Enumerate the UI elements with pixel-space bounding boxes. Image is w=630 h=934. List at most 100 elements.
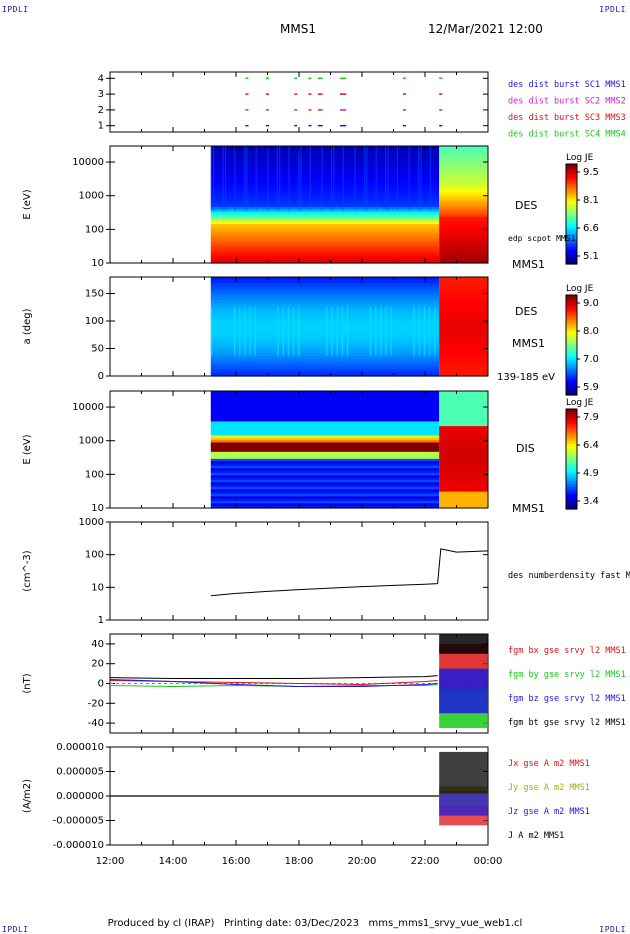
dis-energy-y-tick-1000: 1000 (79, 436, 104, 447)
dis-energy-cell (210, 426, 440, 430)
dis-energy-cell (210, 479, 440, 483)
fgm-ylabel: (nT) (22, 673, 33, 693)
des-pitch-colorbar-cell (566, 347, 577, 351)
dis-energy-cell (210, 412, 440, 415)
des-pitch-spectrogram (210, 277, 488, 377)
des-pitch-colorbar-label: 5.9 (583, 382, 599, 393)
fgm-y-tick-0: 0 (98, 679, 104, 690)
dis-energy-cell (210, 419, 440, 423)
current-legend-entry: Jz gse A m2 MMS1 (508, 807, 590, 817)
dis-energy-cell (439, 442, 488, 446)
dis-energy-cell (439, 479, 488, 483)
des-energy-streak (213, 146, 215, 211)
des-energy-colorbar-cell (566, 209, 577, 213)
des-energy-colorbar-cell (566, 164, 577, 168)
dis-energy-colorbar-cell (566, 441, 577, 445)
dis-energy-colorbar-cell (566, 494, 577, 498)
des-energy-streak (288, 146, 290, 211)
des-energy-cell (210, 258, 440, 262)
des-pitch-cell (439, 362, 488, 367)
des-energy-cell (210, 146, 440, 150)
current-legend-entry: Jy gse A m2 MMS1 (508, 783, 590, 793)
des-pitch-cell (210, 283, 440, 288)
des-energy-cell (439, 172, 488, 176)
dis-energy-cell (439, 400, 488, 404)
dis-energy-cell (210, 505, 440, 509)
burst-y-tick-4: 4 (98, 73, 104, 84)
des-energy-streak (276, 146, 278, 211)
dis-energy-cell (210, 503, 440, 507)
des-energy-cell (210, 211, 440, 215)
dis-energy-cell (439, 470, 488, 474)
des-energy-cell (439, 192, 488, 196)
des-pitch-colorbar-cell (566, 382, 577, 386)
density-legend: des numberdensity fast M (508, 571, 630, 581)
dis-energy-cell (210, 405, 440, 408)
des-pitch-streak (434, 306, 436, 357)
dis-energy-colorbar-cell (566, 474, 577, 478)
des-energy-cell (439, 231, 488, 235)
x-tick-label-22:00: 22:00 (411, 856, 440, 867)
dis-energy-cell (210, 500, 440, 504)
des-energy-cell (439, 224, 488, 228)
dis-energy-cell (210, 444, 440, 448)
des-pitch-cell (210, 359, 440, 364)
fgm-series-line (109, 679, 438, 687)
dis-energy-cell (439, 461, 488, 465)
des-energy-colorbar-cell (566, 166, 577, 170)
des-pitch-colorbar-cell (566, 330, 577, 334)
des-pitch-cell (210, 290, 440, 295)
dis-energy-cell (439, 458, 488, 462)
des-pitch-cell (439, 313, 488, 318)
des-pitch-colorbar-cell (566, 345, 577, 349)
current-y-tick-0.000005: 0.000005 (56, 767, 104, 778)
des-energy-cell (439, 258, 488, 262)
des-energy-cell (439, 206, 488, 210)
density-ylabel: (cm^-3) (22, 550, 33, 591)
des-energy-cell (439, 170, 488, 174)
des-energy-cell (439, 199, 488, 203)
des-energy-cell (439, 209, 488, 213)
des-energy-streak (417, 146, 420, 211)
dis-energy-cell (439, 426, 488, 430)
dis-energy-cell (439, 493, 488, 497)
des-energy-cell (439, 260, 488, 264)
dis-energy-colorbar-cell (566, 429, 577, 433)
dis-energy-cell (439, 484, 488, 488)
dis-energy-colorbar-cell (566, 454, 577, 458)
dis-energy-colorbar (566, 409, 577, 510)
burst-y-tick-3: 3 (98, 89, 104, 100)
des-pitch-streak (233, 306, 236, 357)
des-pitch-colorbar-frame (565, 294, 578, 396)
des-energy-cell (210, 180, 440, 184)
des-pitch-colorbar (566, 295, 577, 396)
dis-energy-cell (210, 423, 440, 427)
des-energy-cell (439, 221, 488, 225)
des-energy-cell (439, 175, 488, 179)
current-series-turbulence (439, 751, 488, 794)
dis-energy-colorbar-cell (566, 459, 577, 463)
dis-energy-colorbar-cell (566, 464, 577, 468)
dis-energy-colorbar-cell (566, 476, 577, 480)
dis-energy-colorbar-frame (565, 408, 578, 510)
des-energy-streak (279, 146, 281, 211)
des-energy-colorbar-cell (566, 216, 577, 220)
des-pitch-colorbar-label: 7.0 (583, 354, 599, 365)
dis-energy-colorbar-cell (566, 451, 577, 455)
des-energy-colorbar-cell (566, 169, 577, 173)
des-pitch-cell (439, 349, 488, 354)
des-energy-cell (210, 172, 440, 176)
dis-energy-cell (210, 435, 440, 439)
fgm-legend-entry: fgm bt gse srvy l2 MMS1 (508, 718, 626, 728)
des-energy-cell (210, 219, 440, 223)
des-energy-cell (210, 260, 440, 264)
des-pitch-cell (210, 313, 440, 318)
des-energy-streak (363, 146, 366, 211)
fgm-legend-entry: fgm bz gse srvy l2 MMS1 (508, 694, 626, 704)
density-series-line (210, 548, 489, 597)
des-pitch-streak (254, 306, 256, 357)
des-energy-cell (210, 153, 440, 157)
des-pitch-colorbar-cell (566, 377, 577, 381)
des-pitch-cell (210, 366, 440, 370)
